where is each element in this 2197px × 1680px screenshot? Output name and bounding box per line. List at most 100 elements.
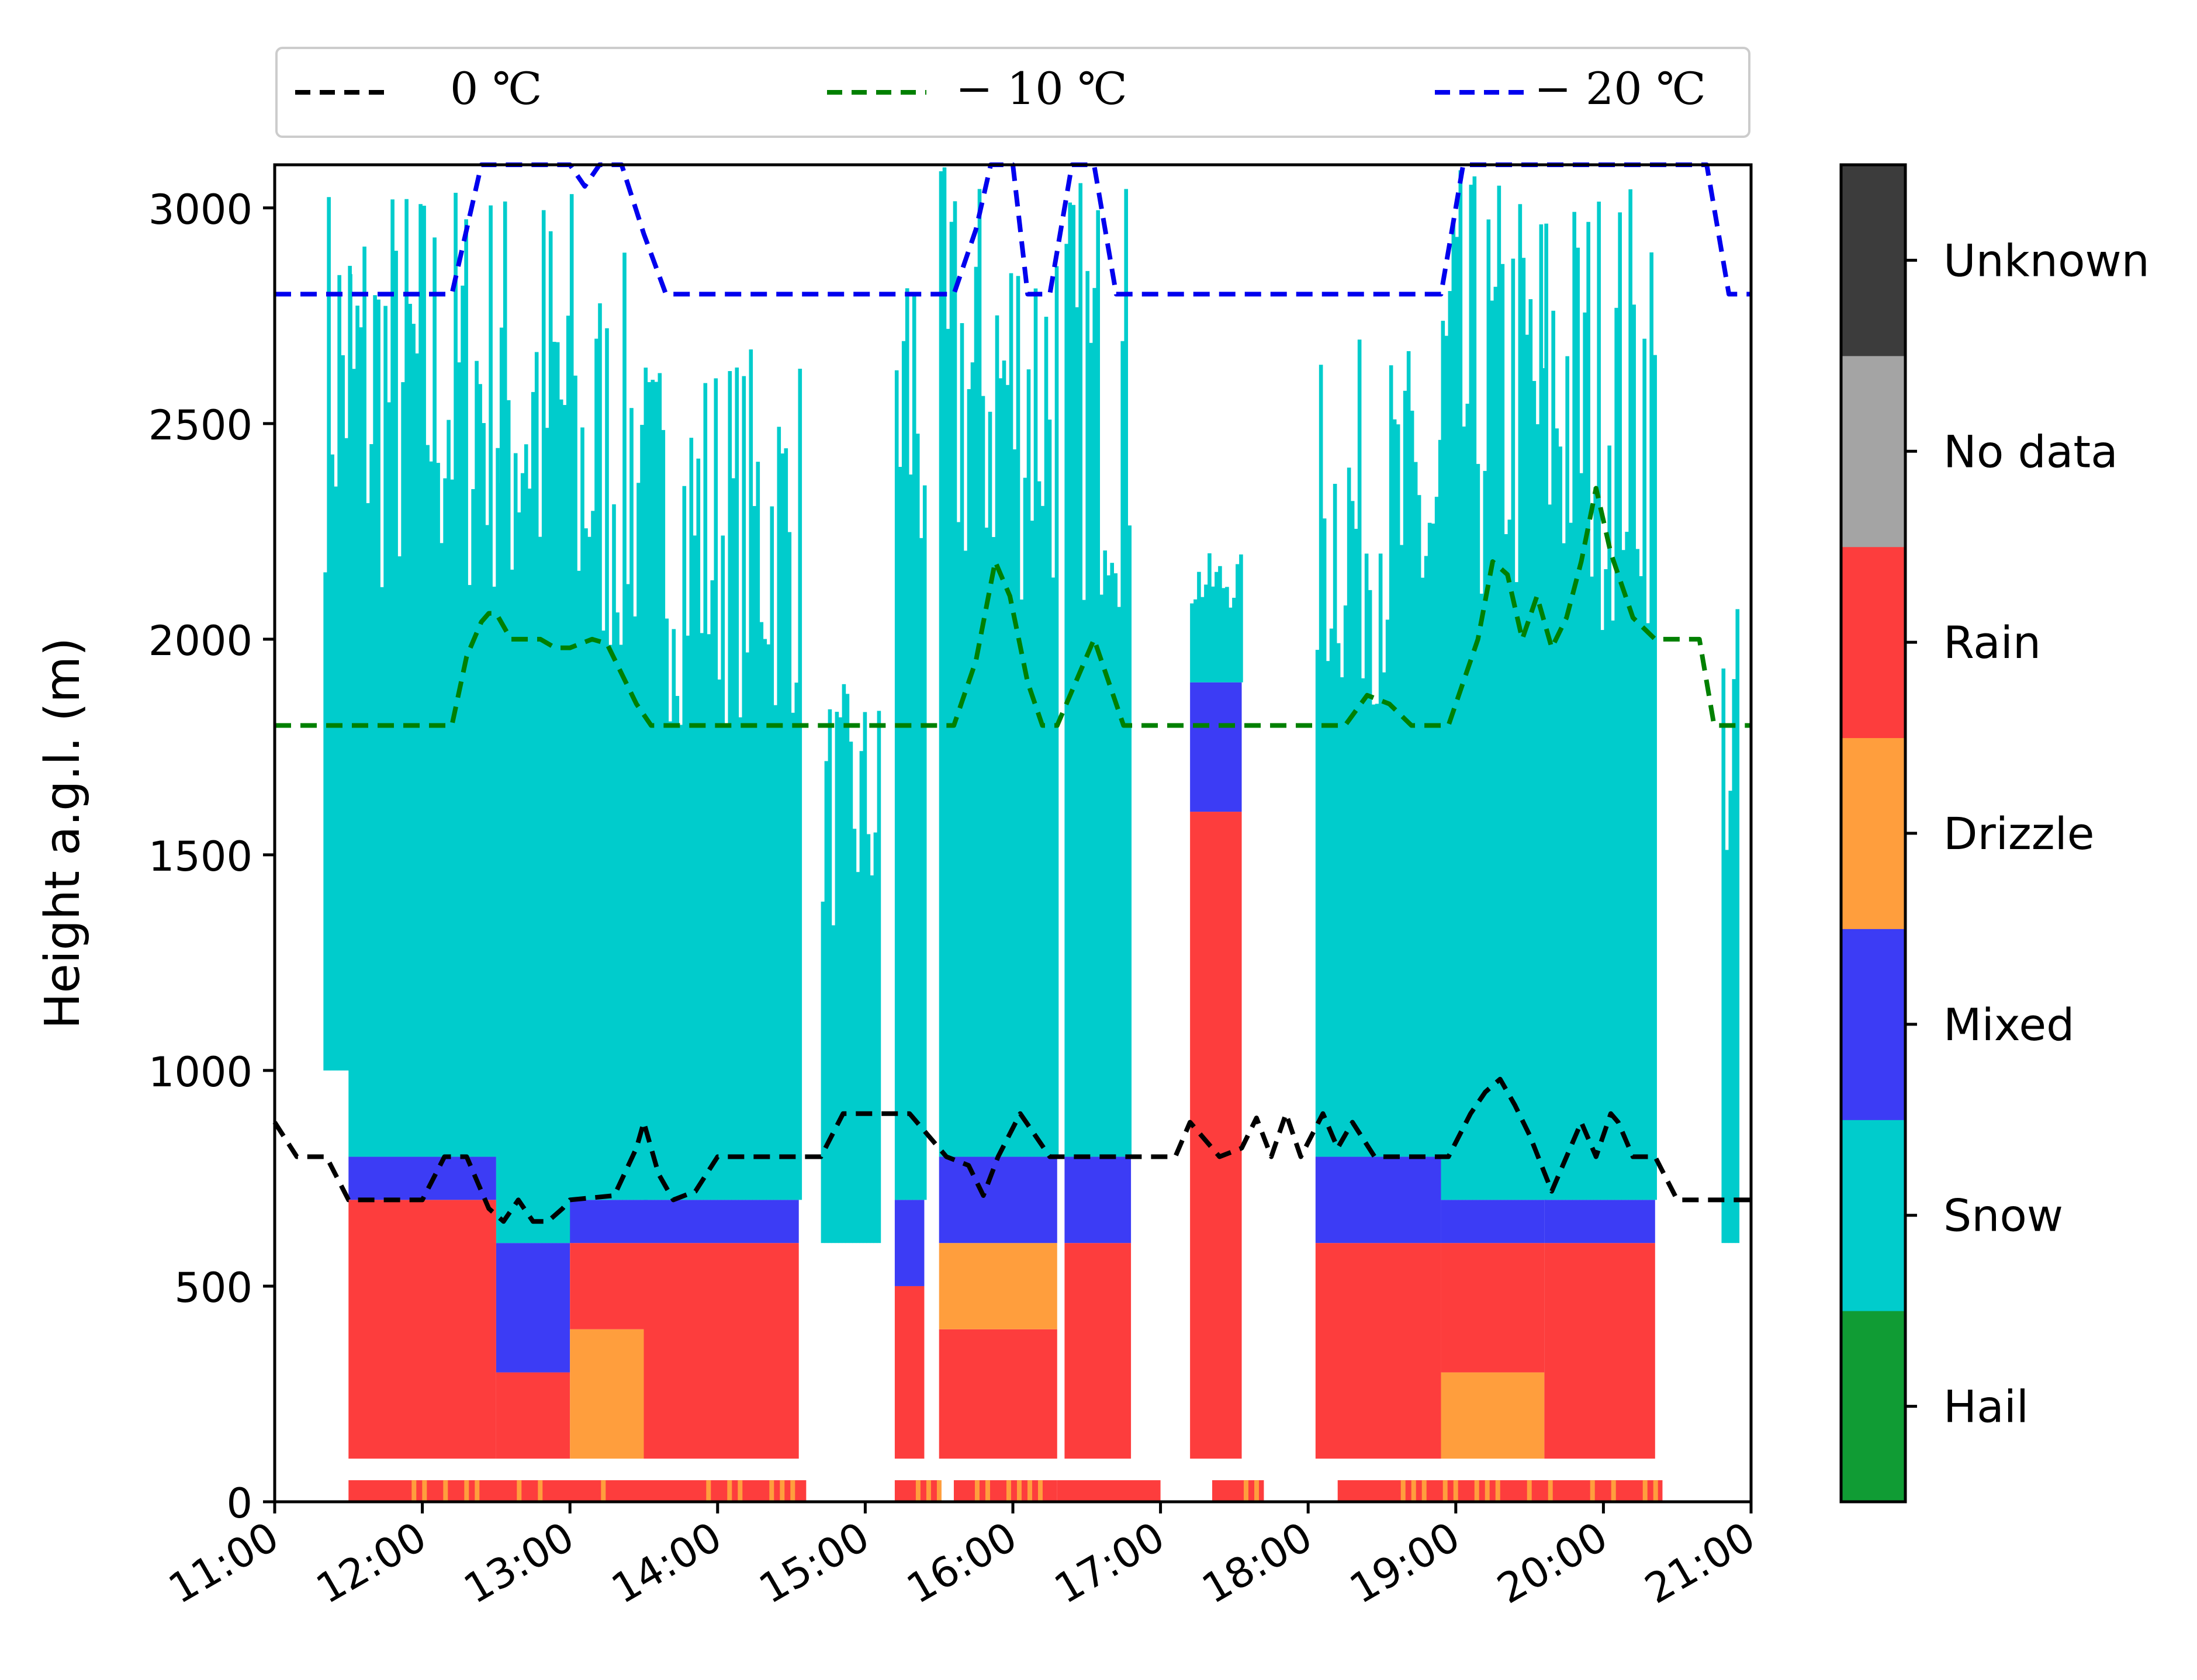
cell-snow (1315, 650, 1320, 1157)
cell-mixed (939, 1156, 1057, 1243)
cell-snow (654, 382, 659, 1200)
cell-snow (1218, 566, 1222, 683)
cell-snow (756, 462, 760, 1200)
cell-snow (675, 695, 680, 1200)
cell-snow (1215, 571, 1219, 683)
cell-snow (1113, 573, 1118, 1157)
cell-snow (633, 616, 637, 1200)
cell-snow (1583, 312, 1587, 1200)
y-tick-label: 3000 (148, 186, 252, 234)
surface-drizzle (1027, 1480, 1032, 1502)
cell-snow (1368, 590, 1372, 1157)
cell-rain (348, 1200, 496, 1459)
cell-snow (672, 629, 676, 1200)
cell-snow (742, 376, 746, 1200)
cell-snow (873, 832, 878, 1243)
surface-drizzle (538, 1480, 543, 1502)
colorbar-label-mixed: Mixed (1943, 999, 2074, 1051)
cell-snow (1016, 276, 1020, 1157)
surface-drizzle (790, 1480, 795, 1502)
surface-drizzle (1442, 1480, 1448, 1502)
cell-snow (1071, 205, 1076, 1157)
cell-snow (1535, 424, 1540, 1200)
cell-snow (717, 679, 722, 1200)
cell-rain (1315, 1243, 1441, 1459)
cell-snow (773, 705, 778, 1200)
cell-snow (1441, 320, 1445, 1200)
cell-snow (766, 644, 771, 1200)
cell-snow (1579, 473, 1583, 1200)
cell-snow (1211, 586, 1215, 683)
cell-snow (1493, 286, 1498, 1200)
cell-snow (1525, 334, 1530, 1200)
cell-snow (1333, 483, 1337, 1157)
x-tick-label: 12:00 (308, 1513, 434, 1613)
cell-snow (527, 489, 532, 1243)
cell-snow (1089, 342, 1094, 1157)
cell-snow (397, 556, 402, 1157)
cell-snow (359, 327, 363, 1157)
cell-snow (1625, 532, 1629, 1200)
surface-drizzle (974, 1480, 980, 1502)
cell-snow (915, 434, 920, 1200)
cell-snow (1375, 704, 1379, 1157)
cell-snow (587, 536, 591, 1200)
cell-snow (856, 872, 860, 1243)
surface-drizzle (517, 1480, 522, 1502)
cell-snow (1127, 525, 1132, 1157)
cell-snow (922, 485, 927, 1200)
cell-snow (608, 645, 613, 1200)
cell-snow (330, 454, 334, 1071)
surface-drizzle (601, 1480, 606, 1502)
cell-snow (1448, 291, 1452, 1200)
y-axis: 0 500 1000 1500 2000 2500 3000 (148, 186, 275, 1527)
cell-snow (1040, 505, 1045, 1157)
cell-snow (665, 618, 669, 1200)
cell-snow (1646, 623, 1650, 1200)
cell-snow (1632, 304, 1636, 1200)
cell-snow (1399, 545, 1404, 1157)
surface-drizzle (1642, 1480, 1648, 1502)
cell-snow (1604, 569, 1608, 1200)
surface-drizzle (1254, 1480, 1260, 1502)
cell-snow (1725, 850, 1729, 1243)
x-tick-label: 15:00 (751, 1513, 877, 1613)
cell-snow (777, 427, 781, 1200)
surface-drizzle (1495, 1480, 1500, 1502)
cell-rain (643, 1243, 799, 1459)
cell-snow (647, 382, 652, 1200)
cell-snow (538, 536, 542, 1243)
cell-snow (870, 875, 874, 1243)
cell-snow (1117, 607, 1122, 1157)
cell-snow (408, 303, 412, 1157)
cell-mixed (1315, 1156, 1441, 1243)
cell-snow (724, 724, 729, 1200)
cell-snow (970, 362, 975, 1157)
cell-snow (898, 466, 902, 1200)
cell-snow (598, 303, 602, 1200)
cell-snow (977, 189, 982, 1157)
cell-snow (1106, 575, 1111, 1157)
cell-snow (696, 458, 701, 1200)
cell-snow (629, 408, 634, 1200)
cell-mixed (1190, 682, 1242, 812)
cell-snow (380, 587, 384, 1157)
cell-snow (492, 586, 496, 1157)
cell-snow (636, 483, 641, 1200)
cell-snow (337, 275, 341, 1071)
cell-snow (960, 323, 964, 1157)
cell-snow (1385, 619, 1390, 1157)
cell-snow (513, 453, 518, 1243)
cell-mixed (643, 1200, 799, 1243)
cell-snow (531, 392, 535, 1243)
surface-drizzle (1611, 1480, 1616, 1502)
cell-snow (1389, 365, 1393, 1157)
cell-snow (555, 342, 560, 1243)
cell-snow (686, 635, 690, 1200)
cell-snow (908, 474, 913, 1200)
cell-snow (327, 197, 331, 1071)
cell-snow (1565, 356, 1569, 1200)
cell-snow (1225, 587, 1229, 683)
cell-snow (468, 585, 472, 1157)
cell-rain (570, 1243, 644, 1329)
